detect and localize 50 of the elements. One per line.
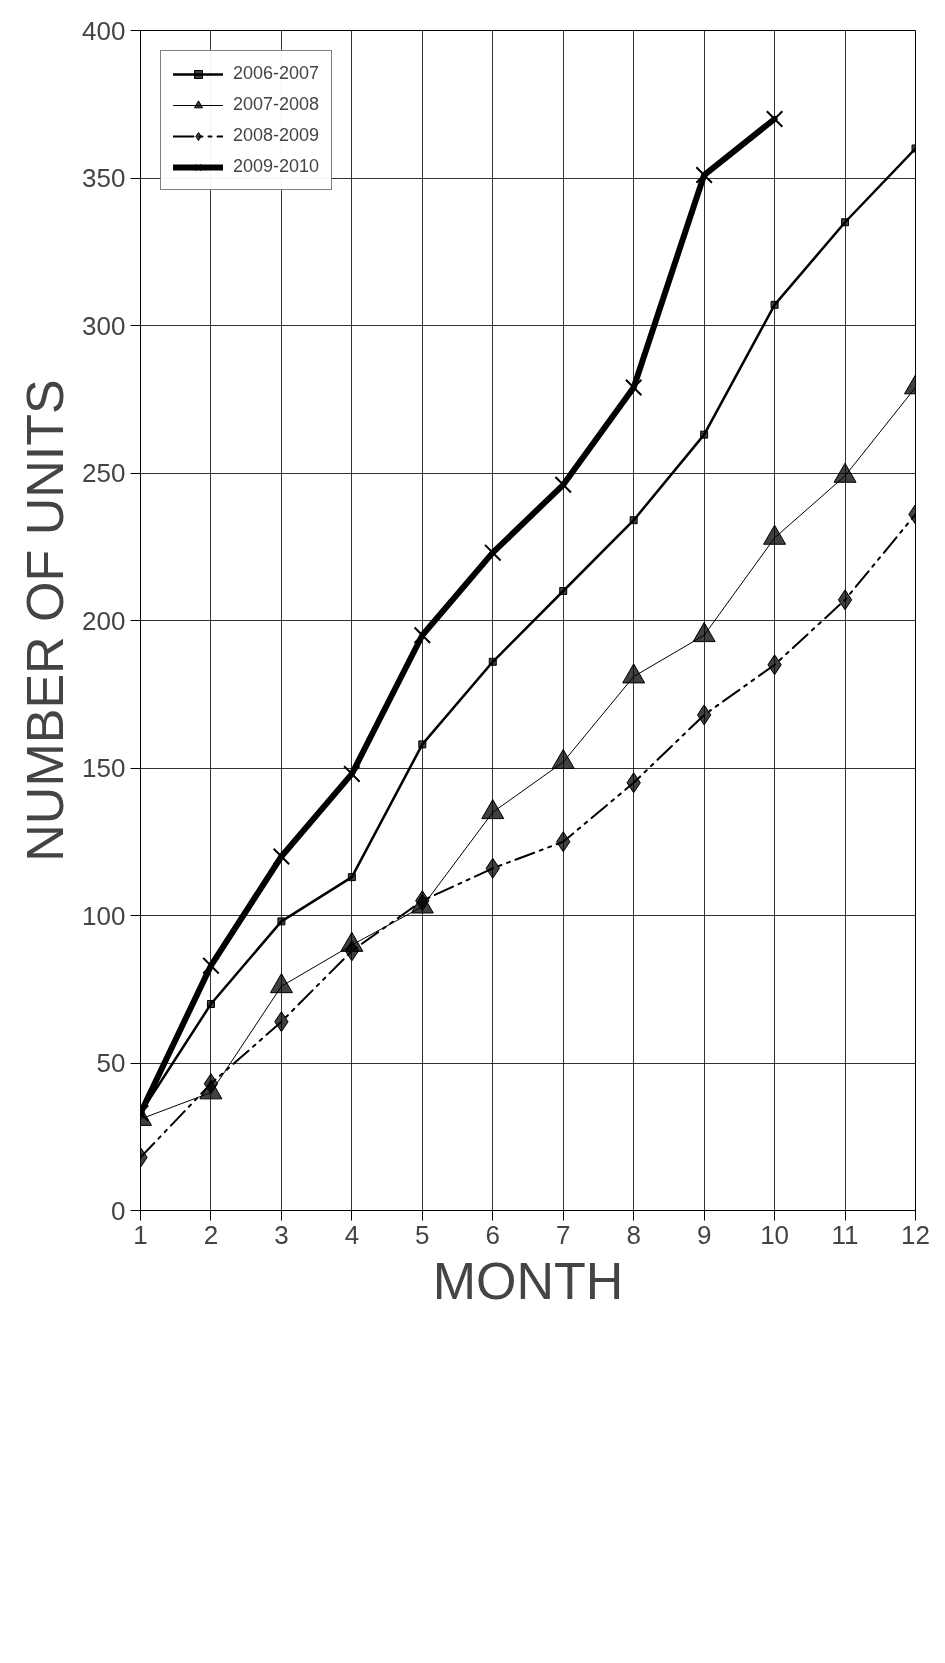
y-tick-label: 250 (82, 458, 126, 488)
y-axis-title: NUMBER OF UNITS (16, 379, 75, 862)
x-tick-label: 6 (485, 1219, 501, 1250)
y-tick-label: 0 (111, 1195, 126, 1226)
point (202, 956, 220, 975)
y-tick-label: 200 (82, 605, 126, 636)
y-tick-label: 300 (82, 310, 126, 341)
point (624, 378, 643, 397)
point (483, 543, 502, 562)
point (344, 940, 360, 962)
point (347, 873, 356, 882)
point (488, 657, 497, 666)
y-tick-label: 150 (82, 753, 126, 783)
point (206, 1000, 215, 1008)
y-tick-label: 400 (82, 15, 126, 46)
point (696, 704, 712, 726)
point (203, 1073, 219, 1095)
point (700, 430, 709, 439)
y-tick-label: 50 (96, 1048, 126, 1078)
point (272, 847, 291, 866)
x-tick-label: 12 (901, 1219, 930, 1250)
point (765, 110, 784, 128)
x-tick-label: 4 (344, 1219, 360, 1250)
x-tick-label: 11 (831, 1219, 859, 1250)
y-tick-label: 100 (82, 900, 126, 931)
point (343, 765, 361, 783)
x-tick-label: 8 (626, 1219, 641, 1250)
point (418, 740, 427, 749)
y-tick-label: 350 (82, 163, 126, 193)
x-tick-label: 2 (203, 1219, 219, 1250)
point (695, 166, 713, 184)
point (277, 917, 286, 926)
point (770, 300, 779, 309)
x-tick-label: 5 (415, 1219, 430, 1250)
x-tick-label: 1 (133, 1219, 148, 1250)
point (559, 587, 568, 595)
x-tick-label: 3 (274, 1219, 289, 1250)
legend-label: 2008-2009 (233, 125, 320, 146)
x-axis-title: MONTH (432, 1251, 624, 1310)
x-tick-label: 10 (760, 1219, 790, 1250)
point (841, 218, 850, 227)
point (413, 626, 432, 645)
point (554, 476, 573, 494)
point (837, 589, 853, 611)
point (629, 516, 638, 525)
legend-label: 2006-2007 (233, 63, 320, 84)
x-tick-label: 7 (556, 1219, 571, 1250)
legend-label: 2007-2008 (233, 94, 320, 115)
legend-label: 2009-2010 (233, 156, 320, 177)
x-tick-label: 9 (696, 1219, 712, 1250)
